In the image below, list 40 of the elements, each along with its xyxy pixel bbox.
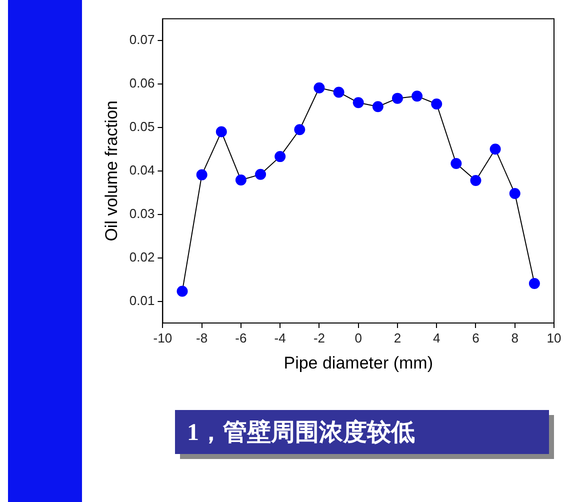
point bbox=[450, 158, 462, 170]
point bbox=[176, 286, 188, 297]
point bbox=[255, 168, 266, 180]
point bbox=[235, 174, 246, 186]
point bbox=[490, 144, 501, 155]
point bbox=[274, 151, 286, 162]
point bbox=[352, 97, 364, 108]
x-tick-label: 0 bbox=[354, 330, 362, 346]
y-tick-label: 0.07 bbox=[129, 32, 155, 48]
point bbox=[470, 174, 482, 186]
x-tick-label: -8 bbox=[196, 330, 208, 346]
x-tick-label: -6 bbox=[235, 330, 247, 346]
point bbox=[509, 188, 520, 199]
x-tick-label: 2 bbox=[394, 330, 402, 346]
y-tick-label: 0.05 bbox=[129, 119, 155, 134]
x-tick-label: -2 bbox=[313, 330, 325, 346]
point bbox=[314, 82, 325, 94]
point bbox=[216, 126, 227, 138]
y-tick-label: 0.01 bbox=[129, 292, 155, 308]
point bbox=[412, 90, 423, 102]
point bbox=[294, 124, 306, 136]
y-tick-label: 0.04 bbox=[129, 162, 155, 178]
y-axis-title: Oil volume fraction bbox=[102, 100, 121, 242]
point bbox=[392, 92, 403, 104]
x-tick-label: 6 bbox=[472, 330, 480, 346]
x-tick-label: 8 bbox=[511, 330, 518, 346]
y-tick-label: 0.06 bbox=[129, 76, 155, 91]
point bbox=[196, 169, 208, 180]
point bbox=[333, 86, 344, 98]
y-tick-label: 0.03 bbox=[129, 206, 155, 221]
y-tick-label: 0.02 bbox=[129, 249, 155, 264]
x-axis-title: Pipe diameter (mm) bbox=[284, 353, 433, 372]
text: 1，管壁周围浓度较低 bbox=[175, 410, 549, 454]
x-tick-label: -4 bbox=[274, 330, 286, 346]
point bbox=[528, 278, 540, 289]
x-tick-label: -10 bbox=[153, 330, 172, 346]
x-tick-label: 10 bbox=[546, 330, 562, 346]
point bbox=[372, 101, 384, 112]
point bbox=[431, 98, 442, 110]
x-tick-label: 4 bbox=[432, 330, 440, 346]
